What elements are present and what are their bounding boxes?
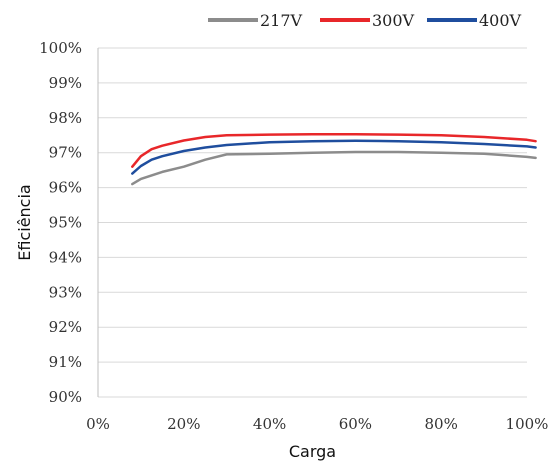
y-tick-label: 99%	[49, 74, 82, 92]
x-tick-label: 0%	[86, 415, 110, 433]
y-tick-label: 95%	[49, 214, 82, 232]
series-line-300v	[131, 132, 537, 168]
legend-label: 300V	[372, 11, 415, 30]
series-line-217v	[131, 150, 537, 186]
x-tick-label: 40%	[253, 415, 286, 433]
x-tick-label: 80%	[425, 415, 458, 433]
legend-label: 217V	[260, 11, 303, 30]
series-line-400v	[131, 139, 537, 175]
x-axis-title: Carga	[289, 442, 336, 461]
y-tick-label: 91%	[49, 353, 82, 371]
y-axis-title: Eficiência	[15, 184, 34, 260]
x-tick-label: 100%	[506, 415, 549, 433]
legend-label: 400V	[479, 11, 522, 30]
x-tick-label: 20%	[167, 415, 200, 433]
y-tick-label: 94%	[49, 248, 82, 266]
y-tick-label: 97%	[49, 144, 82, 162]
y-tick-label: 96%	[49, 179, 82, 197]
y-tick-label: 92%	[49, 318, 82, 336]
y-tick-label: 93%	[49, 283, 82, 301]
x-tick-label: 60%	[339, 415, 372, 433]
y-tick-label: 98%	[49, 109, 82, 127]
y-tick-label: 90%	[49, 388, 82, 406]
y-tick-label: 100%	[39, 39, 82, 57]
